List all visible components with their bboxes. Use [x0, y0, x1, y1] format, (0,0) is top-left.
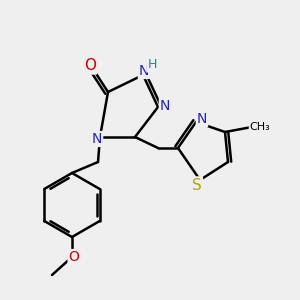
Text: O: O: [69, 250, 80, 264]
Text: O: O: [84, 58, 96, 74]
Text: N: N: [92, 132, 102, 146]
Text: H: H: [147, 58, 157, 71]
Text: CH₃: CH₃: [250, 122, 270, 132]
Text: N: N: [160, 99, 170, 113]
Text: N: N: [139, 64, 149, 78]
Text: S: S: [192, 178, 202, 193]
Text: N: N: [197, 112, 207, 126]
